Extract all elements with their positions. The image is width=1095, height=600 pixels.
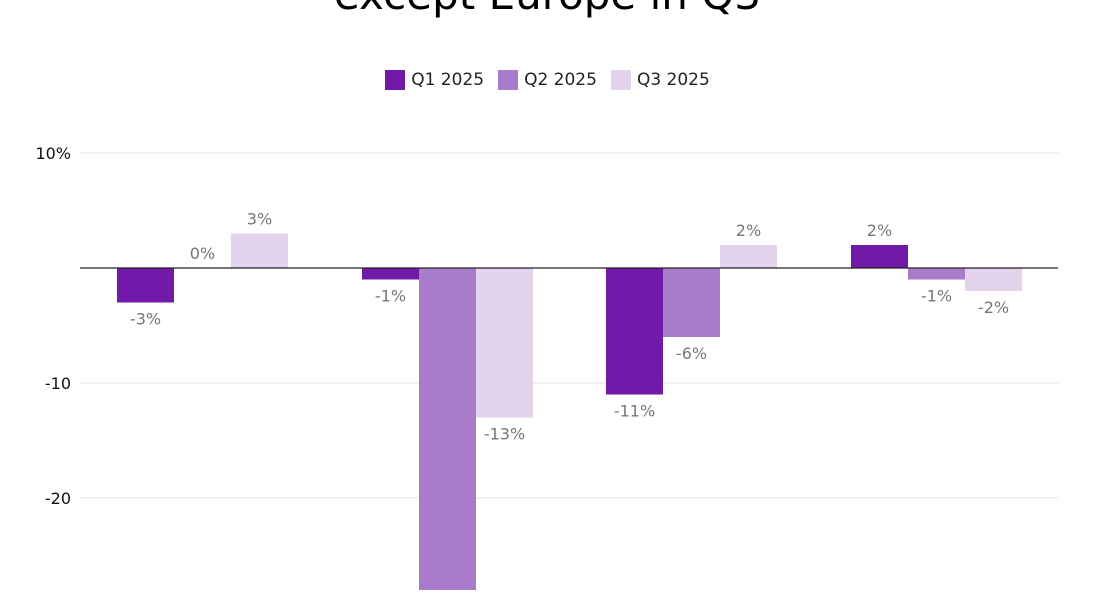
- bar: [965, 268, 1022, 291]
- data-label: 2%: [736, 221, 761, 240]
- data-label: -1%: [921, 287, 952, 306]
- legend-item-q1[interactable]: Q1 2025: [385, 70, 484, 90]
- bar: [362, 268, 419, 280]
- bar: [720, 245, 777, 268]
- legend-label-q3: Q3 2025: [636, 70, 710, 90]
- data-label: 3%: [247, 210, 272, 229]
- data-label: -2%: [978, 298, 1009, 317]
- bar: [476, 268, 533, 418]
- y-tick-label: 10%: [35, 144, 71, 163]
- bar: [851, 245, 908, 268]
- bar: [117, 268, 174, 303]
- bar: [663, 268, 720, 337]
- legend-label-q1: Q1 2025: [411, 70, 485, 90]
- bar: [606, 268, 663, 395]
- y-tick-label: -20: [45, 489, 71, 508]
- legend-item-q2[interactable]: Q2 2025: [498, 70, 597, 90]
- data-label: -1%: [375, 287, 406, 306]
- legend-swatch-q2: [498, 70, 519, 90]
- bar: [419, 268, 476, 590]
- y-tick-label: -10: [45, 374, 71, 393]
- data-label: -6%: [676, 344, 707, 363]
- data-label: 0%: [190, 244, 215, 263]
- chart-title: except Europe in Q3: [0, 0, 1095, 16]
- data-label: 2%: [867, 221, 892, 240]
- bar: [231, 233, 288, 268]
- data-label: -3%: [130, 310, 161, 329]
- legend: Q1 2025 Q2 2025 Q3 2025: [0, 70, 1095, 90]
- data-label: -13%: [484, 425, 525, 444]
- legend-swatch-q3: [610, 70, 631, 90]
- legend-swatch-q1: [385, 70, 406, 90]
- data-label: -11%: [614, 402, 655, 421]
- legend-item-q3[interactable]: Q3 2025: [610, 70, 710, 90]
- legend-label-q2: Q2 2025: [524, 70, 597, 90]
- bar: [908, 268, 965, 280]
